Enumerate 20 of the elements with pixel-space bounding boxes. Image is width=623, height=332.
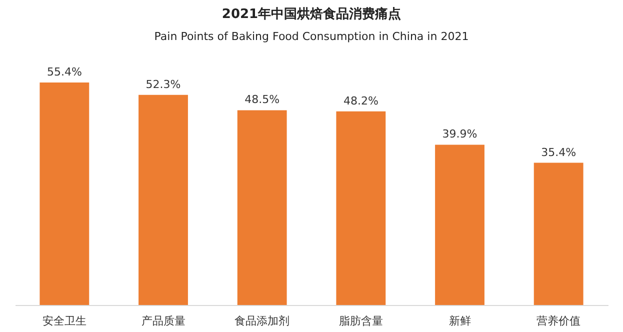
data-label: 48.2%: [343, 94, 378, 108]
data-label: 52.3%: [146, 78, 181, 91]
data-label: 39.9%: [442, 128, 478, 141]
chart-subtitle: Pain Points of Baking Food Consumption in China in 2021: [154, 30, 469, 43]
bar: [534, 162, 584, 305]
bar: [435, 144, 484, 305]
x-tick-label: 营养价值: [536, 314, 581, 328]
x-tick-label: 食品添加剂: [234, 314, 290, 328]
bar: [40, 82, 90, 305]
x-tick-label: 安全卫生: [42, 314, 86, 328]
bar: [237, 110, 287, 305]
chart-title: 2021年中国烘焙食品消费痛点: [222, 6, 402, 22]
x-tick-label: 新鲜: [448, 314, 471, 328]
x-tick-label: 产品质量: [141, 314, 186, 328]
bar: [336, 111, 386, 305]
data-label: 48.5%: [244, 93, 280, 106]
data-label: 55.4%: [46, 65, 82, 78]
x-tick-label: 脂肪含量: [338, 314, 383, 328]
data-label: 35.4%: [541, 146, 576, 159]
bar: [138, 94, 188, 305]
